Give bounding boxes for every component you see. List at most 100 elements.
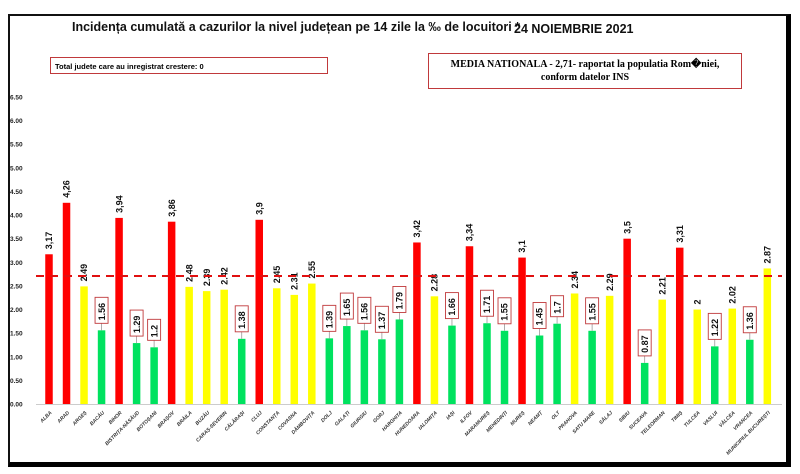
chart-date: 24 NOIEMBRIE 2021: [514, 22, 634, 36]
bar: [360, 330, 369, 404]
data-label-box: [550, 295, 565, 318]
y-tick-label: 3.00: [10, 260, 23, 267]
data-label: 3,9: [254, 202, 264, 215]
data-label-box: [585, 297, 600, 325]
data-label: 4,26: [62, 180, 72, 198]
data-label: 3,42: [412, 220, 422, 238]
y-tick-label: 2.00: [10, 307, 23, 314]
y-tick-label: 1.00: [10, 354, 23, 361]
bar: [343, 326, 351, 404]
national-average-line2: conform datelor INS: [540, 72, 630, 83]
data-label: 2.48: [184, 264, 194, 282]
bar: [623, 238, 631, 404]
data-label-box: [322, 304, 337, 332]
bar: [500, 330, 509, 404]
bar: [132, 343, 141, 404]
data-label: 1.29: [132, 316, 142, 334]
category-label: CLUJ: [250, 410, 264, 424]
data-label: 1.56: [360, 303, 370, 321]
category-label: ILFOV: [459, 410, 474, 425]
category-label: MUREȘ: [509, 410, 526, 427]
bar: [395, 319, 404, 404]
category-label: GIURGIU: [349, 410, 369, 430]
data-label: 2: [692, 300, 702, 305]
bar: [535, 335, 544, 404]
bar: [658, 299, 666, 404]
category-label: BACĂU: [88, 409, 106, 427]
data-label: 1.56: [97, 303, 107, 321]
data-label: 2.55: [307, 261, 317, 279]
bar: [728, 308, 737, 404]
bar: [588, 330, 596, 404]
bar: [711, 346, 719, 404]
bar: [763, 268, 772, 404]
y-tick-label: 2.50: [10, 283, 23, 290]
data-label-box: [374, 305, 389, 333]
data-label-box: [94, 296, 109, 324]
y-tick-label: 0.50: [10, 378, 23, 385]
bar: [290, 294, 299, 404]
data-label-box: [707, 312, 722, 340]
data-label: 2.02: [727, 286, 737, 304]
bar: [325, 338, 334, 404]
bar: [746, 339, 754, 404]
data-label-box: [357, 296, 372, 324]
category-label: ALBA: [39, 410, 54, 425]
category-label: OLT: [550, 410, 562, 422]
bar: [465, 246, 474, 404]
bar: [605, 295, 614, 404]
data-label-box: [147, 318, 162, 341]
data-label-box: [497, 297, 512, 325]
data-label: 2.87: [763, 246, 773, 264]
category-label: BRAȘOV: [157, 410, 177, 430]
bar: [167, 221, 176, 404]
category-label: CARAȘ-SEVERIN: [195, 410, 229, 444]
data-label: 1.71: [482, 296, 492, 314]
data-label-box: [339, 292, 354, 320]
bar: [693, 309, 701, 404]
data-label: 3,34: [465, 224, 475, 242]
category-label: BRĂILA: [175, 409, 194, 428]
y-tick-label: 6.50: [10, 95, 23, 102]
category-label: ARAD: [56, 410, 71, 425]
data-label-box: [742, 306, 757, 334]
data-label: 3,1: [517, 240, 527, 253]
data-label: 1.36: [745, 312, 755, 330]
data-label: 1.55: [587, 303, 597, 321]
category-label: TULCEA: [683, 410, 702, 429]
data-label: 1.22: [710, 319, 720, 337]
category-label: BIHOR: [108, 410, 124, 426]
bar: [308, 283, 316, 404]
data-label: 1.55: [500, 303, 510, 321]
bar: [640, 362, 649, 404]
data-label-box: [532, 302, 547, 329]
bar: [185, 286, 193, 404]
bar: [202, 291, 211, 404]
bar: [518, 257, 526, 404]
data-label: 3,17: [44, 232, 54, 250]
data-label-box: [392, 286, 407, 313]
bar: [483, 323, 491, 404]
category-label: IALOMIȚA: [418, 410, 440, 432]
y-tick-label: 3.50: [10, 236, 23, 243]
y-tick-label: 5.00: [10, 165, 23, 172]
data-label: 1.66: [447, 298, 457, 316]
data-label: 3,86: [167, 199, 177, 217]
data-label: 1.37: [377, 312, 387, 330]
category-label: GORJ: [372, 410, 386, 424]
category-label: SIBIU: [618, 410, 632, 424]
data-label: 2.39: [202, 269, 212, 287]
category-label: BUZĂU: [194, 409, 212, 427]
category-label: IAȘI: [445, 410, 457, 422]
data-label: 1.39: [325, 311, 335, 329]
data-label-box: [445, 292, 459, 320]
bar: [570, 293, 579, 404]
y-tick-label: 4.50: [10, 189, 23, 196]
y-tick-label: 1.50: [10, 331, 23, 338]
chart-title: Incidența cumulată a cazurilor la nivel …: [72, 20, 521, 34]
bar: [45, 254, 53, 404]
data-label: 3,94: [114, 195, 124, 213]
bar: [115, 217, 123, 404]
data-label: 1.7: [552, 301, 562, 314]
